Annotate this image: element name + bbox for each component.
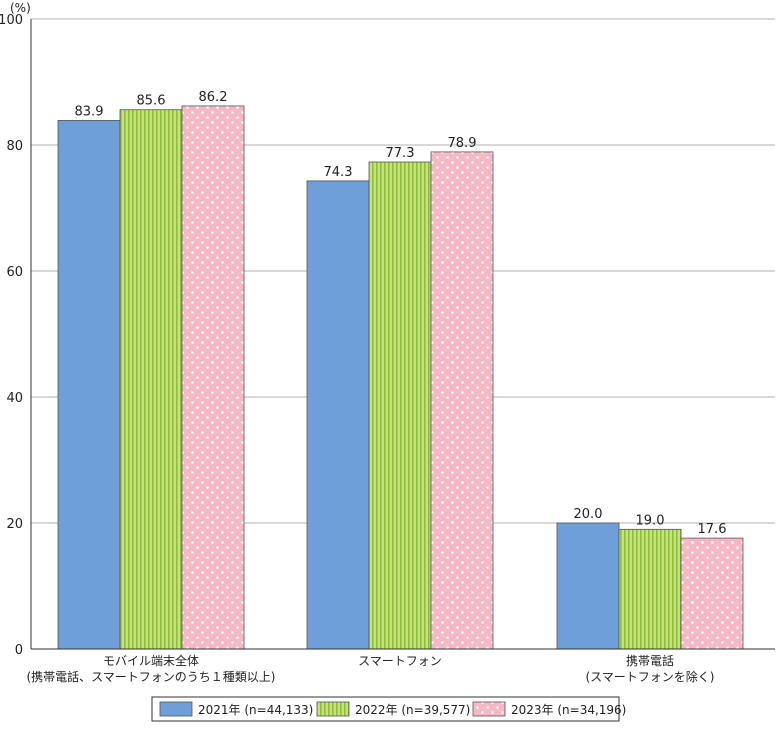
y-tick-label: 40 [6, 391, 23, 406]
x-category-label: スマートフォン [358, 654, 442, 668]
y-tick-label: 0 [15, 643, 23, 658]
data-label: 17.6 [698, 522, 727, 537]
x-category-label: モバイル端末全体 [103, 653, 199, 668]
y-tick-label: 80 [6, 139, 23, 154]
data-label: 19.0 [636, 513, 665, 528]
legend-label: 2023年 (n=34,196) [511, 703, 626, 717]
data-label: 78.9 [448, 136, 477, 151]
data-label: 85.6 [137, 94, 166, 109]
data-label: 77.3 [386, 146, 415, 161]
y-axis-unit-label: (%) [10, 1, 31, 15]
x-category-label: (スマートフォンを除く) [585, 669, 714, 684]
axes: 0 20 40 60 80 100 モバイル端末全体(携帯電話、スマートフォンのうち１種類以… [0, 13, 775, 684]
data-label: 20.0 [574, 507, 603, 522]
legend-label: 2022年 (n=39,577) [355, 703, 470, 717]
data-label: 83.9 [75, 104, 104, 119]
x-category-label: 携帯電話 [626, 653, 674, 668]
x-category-label: (携帯電話、スマートフォンのうち１種類以上) [26, 669, 275, 684]
data-label: 74.3 [324, 165, 353, 180]
y-tick-label: 20 [6, 517, 23, 532]
legend-swatch [316, 701, 350, 717]
legend-swatch [472, 701, 506, 717]
bar [119, 109, 183, 650]
data-label: 86.2 [199, 90, 228, 105]
bar [680, 537, 744, 650]
legend-swatch [159, 701, 193, 717]
y-tick-label: 60 [6, 265, 23, 280]
legend-box [151, 696, 620, 722]
bar [306, 180, 370, 650]
bar [57, 120, 121, 650]
legend-label: 2021年 (n=44,133) [198, 703, 313, 717]
bars: 83.9 74.3 20.0 85.6 77.3 19.0 86.2 78.9 17.6 [57, 90, 744, 650]
bar [368, 161, 432, 650]
bar [430, 151, 494, 650]
y-tick-label: 100 [0, 13, 23, 28]
legend: 2021年 (n=44,133) 2022年 (n=39,577) 2023年 (n… [151, 696, 626, 722]
bar [556, 522, 620, 650]
bar [181, 105, 245, 650]
bar [618, 528, 682, 650]
